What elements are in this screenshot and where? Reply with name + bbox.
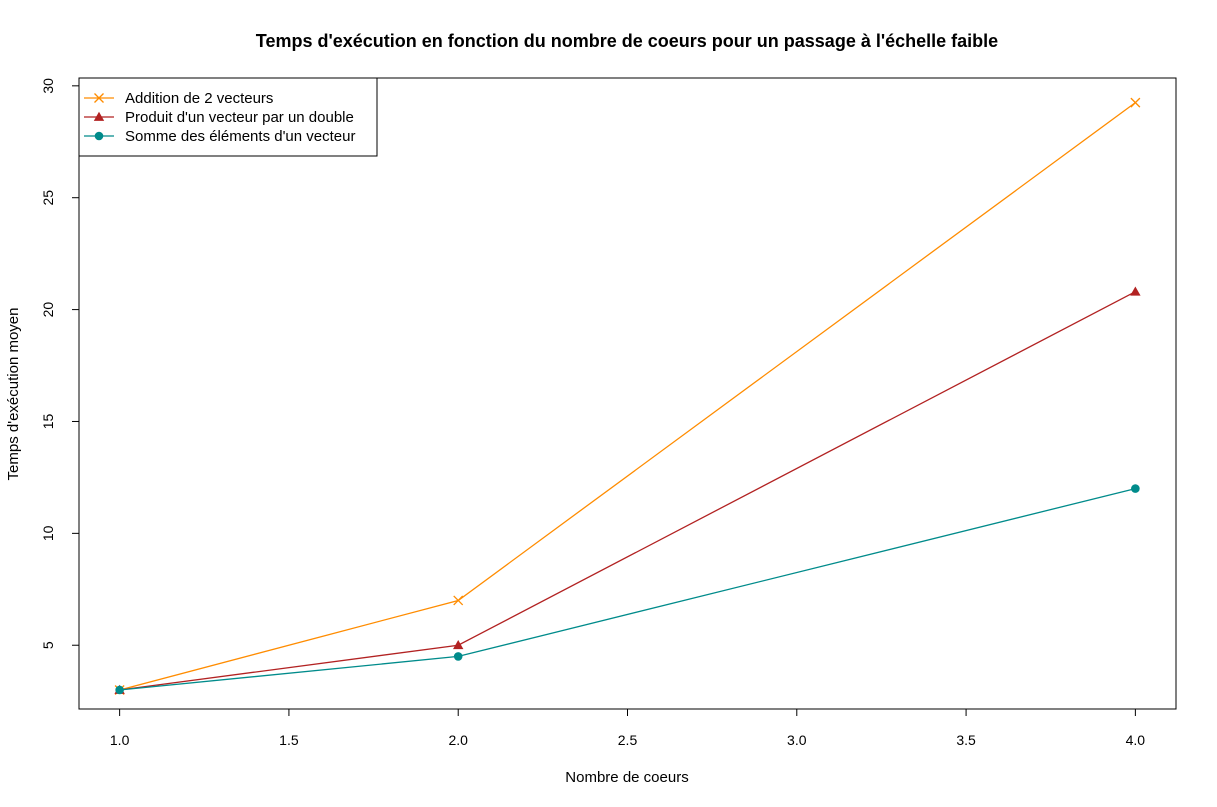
x-marker-stroke bbox=[453, 595, 464, 606]
x-marker-stroke bbox=[1130, 97, 1141, 108]
series-layer bbox=[114, 97, 1141, 695]
series-circle bbox=[115, 484, 1140, 695]
series-triangle bbox=[114, 286, 1141, 694]
x-tick-label: 3.0 bbox=[787, 732, 807, 748]
data-point bbox=[1130, 97, 1141, 108]
data-point bbox=[453, 652, 463, 661]
x-tick-label: 1.5 bbox=[279, 732, 299, 748]
series-x bbox=[114, 97, 1141, 695]
y-axis-label: Temps d'exécution moyen bbox=[5, 308, 22, 481]
y-axis: 5 10 15 20 25 30 bbox=[40, 78, 80, 649]
legend-label: Addition de 2 vecteurs bbox=[125, 90, 273, 107]
legend-marker bbox=[94, 93, 104, 103]
legend: Addition de 2 vecteurs Produit d'un vecte… bbox=[78, 77, 378, 157]
legend-label: Produit d'un vecteur par un double bbox=[125, 109, 354, 126]
legend-box bbox=[78, 77, 378, 157]
x-tick-label: 1.0 bbox=[110, 732, 130, 748]
legend-label: Somme des éléments d'un vecteur bbox=[125, 128, 355, 145]
y-tick-label: 10 bbox=[40, 525, 56, 541]
data-point bbox=[453, 640, 464, 650]
y-tick-label: 30 bbox=[40, 78, 56, 94]
legend-entry: Somme des éléments d'un vecteur bbox=[84, 128, 355, 145]
x-tick-label: 3.5 bbox=[956, 732, 976, 748]
legend-marker bbox=[94, 131, 104, 141]
y-tick-label: 25 bbox=[40, 190, 56, 206]
data-point bbox=[1131, 484, 1140, 493]
x-marker-stroke bbox=[94, 93, 104, 103]
series-line bbox=[119, 291, 1136, 691]
series-line bbox=[119, 487, 1136, 691]
legend-marker bbox=[93, 111, 105, 121]
series-line bbox=[119, 102, 1136, 691]
data-point bbox=[453, 595, 464, 606]
y-tick-label: 15 bbox=[40, 413, 56, 429]
x-tick-label: 2.5 bbox=[618, 732, 638, 748]
x-axis: 1.0 1.5 2.0 2.5 3.0 3.5 4.0 bbox=[110, 708, 1146, 748]
y-tick-label: 20 bbox=[40, 302, 56, 318]
x-tick-label: 2.0 bbox=[448, 732, 468, 748]
legend-entry: Addition de 2 vecteurs bbox=[84, 90, 273, 107]
chart-title: Temps d'exécution en fonction du nombre … bbox=[256, 31, 998, 51]
data-point bbox=[115, 685, 124, 695]
y-tick-label: 5 bbox=[40, 641, 56, 649]
x-axis-label: Nombre de coeurs bbox=[565, 769, 688, 786]
data-point bbox=[1130, 286, 1141, 296]
legend-entry: Produit d'un vecteur par un double bbox=[84, 109, 354, 126]
x-tick-label: 4.0 bbox=[1126, 732, 1146, 748]
